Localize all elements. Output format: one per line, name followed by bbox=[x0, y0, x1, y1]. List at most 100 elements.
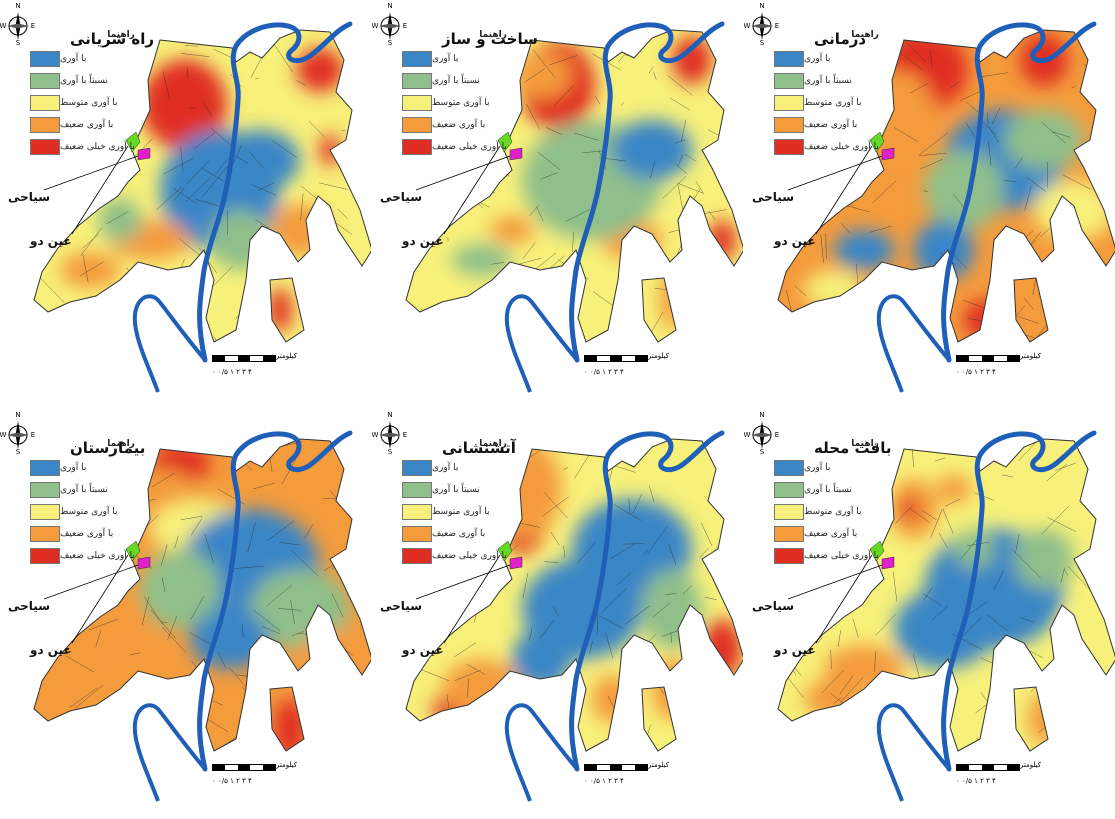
city-boundary bbox=[1013, 686, 1049, 752]
legend-item-label: با آوری خیلی ضعیف bbox=[432, 551, 507, 561]
legend-item: نسبتاً با آوری bbox=[394, 479, 507, 501]
hotspot bbox=[954, 529, 994, 569]
legend-swatch bbox=[774, 482, 804, 498]
north-arrow-icon: N S W E bbox=[744, 411, 779, 455]
scale-unit: کیلومتر bbox=[276, 761, 298, 769]
site-polygon-green bbox=[497, 131, 513, 153]
hotspot bbox=[250, 569, 350, 649]
compass-n: N bbox=[15, 411, 20, 419]
compass-n: N bbox=[387, 411, 392, 419]
legend-item-label: با آوری متوسط bbox=[60, 507, 118, 517]
north-arrow-icon: N S W E bbox=[0, 2, 35, 46]
legend: راهنما با آوری نسبتاً با آوری با آوری متوس… bbox=[394, 30, 507, 158]
scale-bar: کیلومتر ۰ ۰/۵ ۱ ۲ ۳ ۴ bbox=[212, 352, 297, 376]
hotspot bbox=[834, 230, 894, 270]
legend-item: با آوری ضعیف bbox=[22, 523, 135, 545]
city-boundary bbox=[269, 686, 305, 752]
legend-swatch bbox=[774, 460, 804, 476]
scale-ticks: ۰ ۰/۵ ۱ ۲ ۳ ۴ bbox=[956, 777, 996, 785]
hotspot bbox=[708, 220, 736, 260]
hotspot bbox=[98, 198, 142, 242]
legend: راهنما با آوری نسبتاً با آوری با آوری متوس… bbox=[766, 30, 879, 158]
scale-unit: کیلومتر bbox=[1020, 352, 1042, 360]
legend-swatch bbox=[402, 95, 432, 111]
city-boundary bbox=[33, 438, 371, 752]
legend-swatch bbox=[30, 548, 60, 564]
hotspot bbox=[1028, 693, 1060, 745]
hotspot bbox=[914, 220, 974, 280]
hotspot bbox=[270, 204, 330, 256]
hotspot bbox=[268, 288, 292, 332]
river bbox=[876, 703, 951, 802]
legend-swatch bbox=[774, 117, 804, 133]
legend-swatch bbox=[774, 73, 804, 89]
legend-swatch bbox=[774, 139, 804, 155]
compass-n: N bbox=[759, 2, 764, 10]
site-polygon-green bbox=[125, 540, 141, 562]
hotspot bbox=[804, 270, 864, 310]
map-title: درمانی bbox=[814, 30, 867, 48]
legend-item: با آوری متوسط bbox=[766, 92, 879, 114]
map-canvas bbox=[405, 21, 743, 393]
legend-swatch bbox=[402, 139, 432, 155]
city-boundary bbox=[1013, 277, 1049, 343]
site-polygon-magenta bbox=[137, 147, 151, 161]
leader-line bbox=[43, 564, 139, 600]
place-label-eyndo: عین دو bbox=[30, 234, 72, 248]
leader-line bbox=[815, 554, 873, 644]
site-polygon-magenta bbox=[881, 556, 895, 570]
map-canvas bbox=[33, 430, 371, 802]
legend-swatch bbox=[402, 73, 432, 89]
legend-item: با آوری bbox=[766, 48, 879, 70]
legend-item: با آوری خیلی ضعیف bbox=[394, 136, 507, 158]
place-label-siahi: سیاحی bbox=[752, 599, 794, 613]
legend-item: با آوری bbox=[766, 457, 879, 479]
legend-item: با آوری bbox=[22, 48, 135, 70]
legend-item: با آوری متوسط bbox=[22, 501, 135, 523]
legend-item: با آوری ضعیف bbox=[766, 523, 879, 545]
compass-w: W bbox=[372, 431, 379, 439]
legend-swatch bbox=[402, 117, 432, 133]
legend-item-label: با آوری bbox=[60, 54, 87, 64]
hotspot bbox=[80, 619, 160, 679]
legend-swatch bbox=[402, 482, 432, 498]
legend-item-label: با آوری bbox=[432, 463, 459, 473]
site-polygon-green bbox=[869, 131, 885, 153]
legend-item-label: با آوری خیلی ضعیف bbox=[804, 142, 879, 152]
legend-item: با آوری خیلی ضعیف bbox=[22, 136, 135, 158]
place-label-siahi: سیاحی bbox=[380, 599, 422, 613]
map-title: آتشنشانی bbox=[442, 439, 516, 457]
place-label-eyndo: عین دو bbox=[402, 643, 444, 657]
legend-swatch bbox=[30, 482, 60, 498]
legend-item-label: با آوری bbox=[432, 54, 459, 64]
river bbox=[504, 294, 579, 393]
river bbox=[504, 703, 579, 802]
city-boundary bbox=[405, 29, 743, 343]
legend-item: با آوری متوسط bbox=[394, 92, 507, 114]
legend-item-label: با آوری bbox=[804, 54, 831, 64]
compass-w: W bbox=[0, 431, 7, 439]
leader-line bbox=[43, 155, 139, 191]
place-label-eyndo: عین دو bbox=[402, 234, 444, 248]
legend-item: نسبتاً با آوری bbox=[766, 70, 879, 92]
leader-line bbox=[415, 155, 511, 191]
legend-item-label: با آوری متوسط bbox=[432, 507, 490, 517]
legend-item: با آوری خیلی ضعیف bbox=[766, 545, 879, 567]
legend-item-label: با آوری خیلی ضعیف bbox=[804, 551, 879, 561]
compass-w: W bbox=[744, 22, 751, 30]
hotspot bbox=[894, 589, 994, 669]
legend: راهنما با آوری نسبتاً با آوری با آوری متوس… bbox=[394, 439, 507, 567]
legend-item-label: با آوری ضعیف bbox=[804, 120, 858, 130]
scale-unit: کیلومتر bbox=[1020, 761, 1042, 769]
site-polygon-green bbox=[869, 540, 885, 562]
legend-swatch bbox=[30, 139, 60, 155]
leader-line bbox=[71, 554, 129, 644]
legend-swatch bbox=[30, 504, 60, 520]
legend-swatch bbox=[774, 504, 804, 520]
leader-line bbox=[787, 155, 883, 191]
compass-e: E bbox=[775, 431, 779, 439]
legend-title: راهنما bbox=[107, 439, 135, 449]
compass-e: E bbox=[775, 22, 779, 30]
city-boundary bbox=[777, 438, 1115, 752]
